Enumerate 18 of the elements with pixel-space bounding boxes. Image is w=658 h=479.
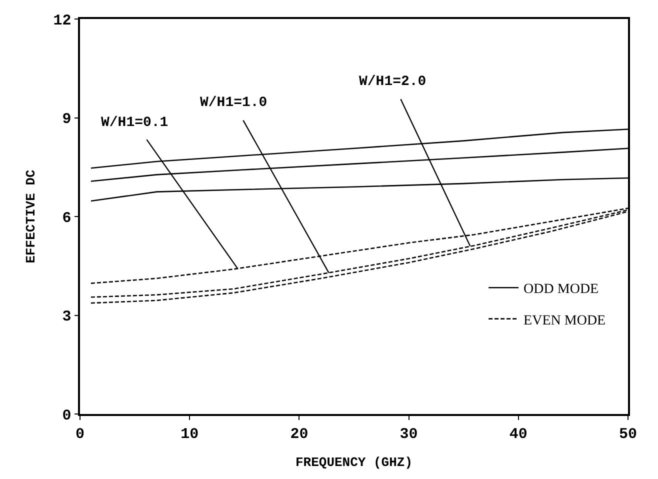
annotation: W/H1=0.1 (101, 115, 168, 131)
y-axis-title: EFFECTIVE DC (24, 170, 39, 264)
y-tick-label: 12 (53, 12, 72, 30)
x-tick-label: 40 (509, 426, 528, 443)
x-tick-label: 30 (400, 426, 418, 443)
x-tick-label: 0 (75, 426, 85, 443)
x-tick-label: 20 (290, 426, 308, 443)
x-tick-label: 50 (618, 426, 638, 443)
y-tick-label: 3 (62, 308, 72, 326)
legend-label: EVEN MODE (524, 313, 606, 328)
x-axis-title: FREQUENCY (GHZ) (295, 454, 413, 470)
x-tick-label: 10 (180, 426, 199, 443)
y-tick-label: 9 (62, 111, 72, 128)
legend-label: ODD MODE (524, 282, 599, 298)
annotation: W/H1=1.0 (200, 95, 268, 111)
annotation: W/H1=2.0 (359, 74, 426, 90)
y-tick-label: 0 (62, 407, 72, 424)
y-tick-label: 6 (62, 210, 72, 227)
